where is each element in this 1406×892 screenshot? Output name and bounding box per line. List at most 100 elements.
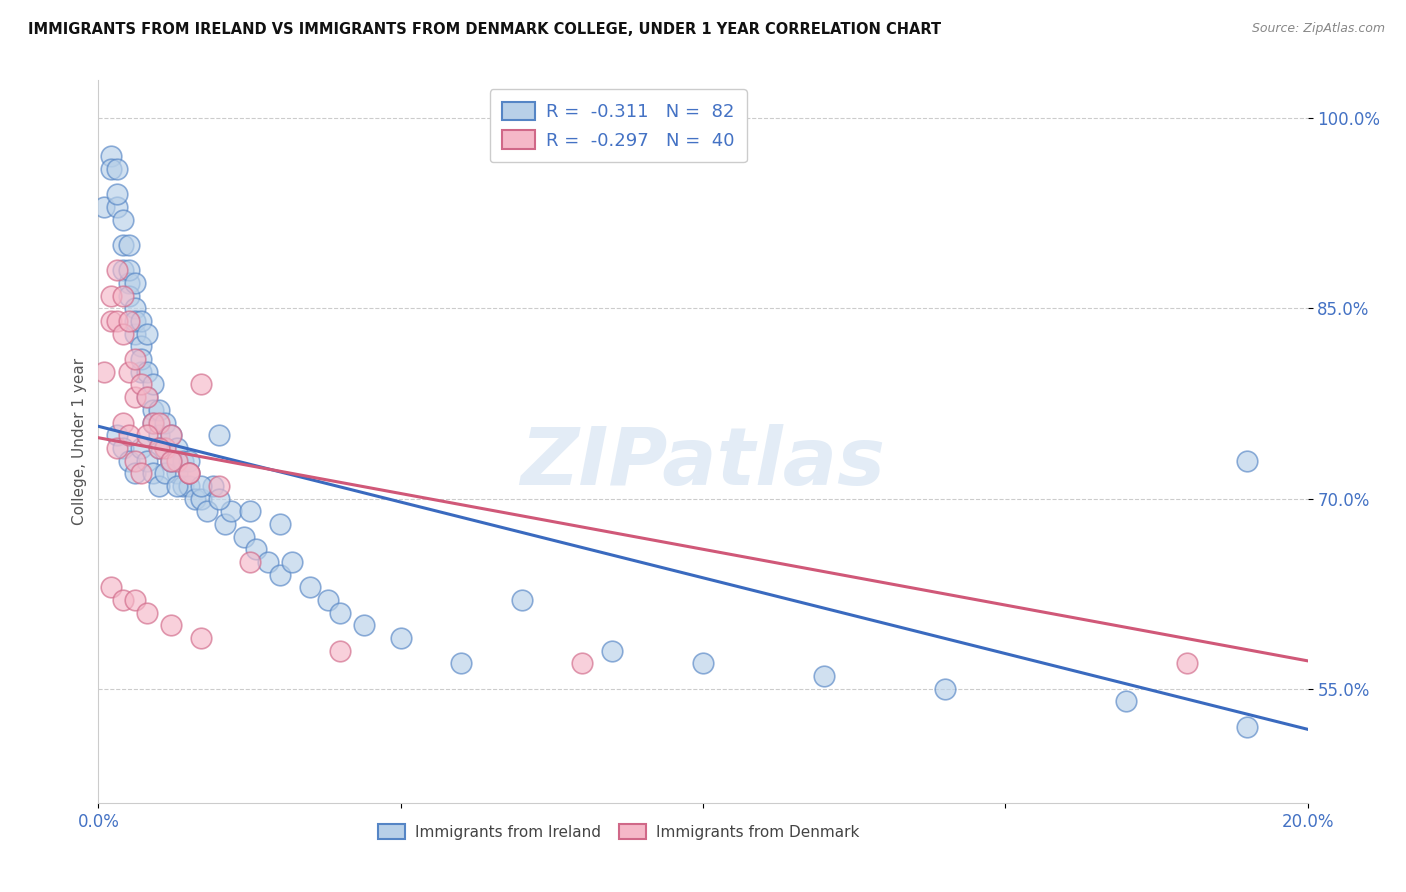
Point xyxy=(124,453,146,467)
Point xyxy=(118,314,141,328)
Point xyxy=(269,567,291,582)
Point xyxy=(160,618,183,632)
Point xyxy=(813,669,835,683)
Point xyxy=(100,580,122,594)
Point xyxy=(934,681,956,696)
Point xyxy=(329,606,352,620)
Point xyxy=(153,467,176,481)
Point xyxy=(111,326,134,341)
Point xyxy=(129,467,152,481)
Point xyxy=(111,289,134,303)
Point xyxy=(124,276,146,290)
Point xyxy=(111,593,134,607)
Point xyxy=(1236,453,1258,467)
Text: ZIPatlas: ZIPatlas xyxy=(520,425,886,502)
Point xyxy=(510,593,533,607)
Point xyxy=(160,453,183,467)
Point xyxy=(148,441,170,455)
Point xyxy=(105,314,128,328)
Point xyxy=(105,187,128,202)
Point xyxy=(166,453,188,467)
Point xyxy=(105,441,128,455)
Point xyxy=(172,453,194,467)
Point xyxy=(190,377,212,392)
Point xyxy=(179,467,201,481)
Point xyxy=(160,428,183,442)
Point xyxy=(179,467,201,481)
Point xyxy=(148,479,170,493)
Point xyxy=(124,593,146,607)
Point xyxy=(142,416,165,430)
Point xyxy=(142,377,165,392)
Point xyxy=(118,289,141,303)
Point xyxy=(148,428,170,442)
Point xyxy=(389,631,412,645)
Point xyxy=(135,390,157,404)
Point xyxy=(239,555,262,569)
Point xyxy=(179,479,201,493)
Text: IMMIGRANTS FROM IRELAND VS IMMIGRANTS FROM DENMARK COLLEGE, UNDER 1 YEAR CORRELA: IMMIGRANTS FROM IRELAND VS IMMIGRANTS FR… xyxy=(28,22,941,37)
Point xyxy=(1236,720,1258,734)
Point xyxy=(111,263,134,277)
Point xyxy=(221,504,243,518)
Point xyxy=(124,390,146,404)
Point xyxy=(129,441,152,455)
Y-axis label: College, Under 1 year: College, Under 1 year xyxy=(72,358,87,525)
Point xyxy=(239,504,262,518)
Point xyxy=(142,416,165,430)
Point xyxy=(166,467,188,481)
Point xyxy=(124,326,146,341)
Point xyxy=(111,238,134,252)
Point xyxy=(148,402,170,417)
Point xyxy=(142,467,165,481)
Point xyxy=(571,657,593,671)
Point xyxy=(316,593,339,607)
Point xyxy=(269,516,291,531)
Text: Source: ZipAtlas.com: Source: ZipAtlas.com xyxy=(1251,22,1385,36)
Point xyxy=(135,326,157,341)
Point xyxy=(135,390,157,404)
Point xyxy=(281,555,304,569)
Point xyxy=(105,200,128,214)
Point xyxy=(105,161,128,176)
Point xyxy=(299,580,322,594)
Point xyxy=(179,467,201,481)
Point xyxy=(232,530,254,544)
Point xyxy=(195,504,218,518)
Point xyxy=(184,491,207,506)
Point xyxy=(153,441,176,455)
Point xyxy=(118,263,141,277)
Point xyxy=(160,453,183,467)
Point xyxy=(245,542,267,557)
Point xyxy=(353,618,375,632)
Point xyxy=(450,657,472,671)
Point xyxy=(208,428,231,442)
Point xyxy=(129,377,152,392)
Point xyxy=(135,453,157,467)
Point xyxy=(93,200,115,214)
Point xyxy=(105,428,128,442)
Point xyxy=(124,352,146,367)
Point xyxy=(118,365,141,379)
Point xyxy=(602,643,624,657)
Point xyxy=(160,453,183,467)
Point xyxy=(124,314,146,328)
Point xyxy=(135,365,157,379)
Point xyxy=(214,516,236,531)
Point xyxy=(118,276,141,290)
Point xyxy=(692,657,714,671)
Point xyxy=(124,467,146,481)
Point xyxy=(1175,657,1198,671)
Point xyxy=(148,416,170,430)
Point xyxy=(179,453,201,467)
Point xyxy=(172,479,194,493)
Point xyxy=(208,479,231,493)
Point xyxy=(135,428,157,442)
Point xyxy=(190,479,212,493)
Point xyxy=(160,428,183,442)
Point xyxy=(208,491,231,506)
Point xyxy=(100,161,122,176)
Point xyxy=(153,441,176,455)
Point xyxy=(166,441,188,455)
Point xyxy=(190,491,212,506)
